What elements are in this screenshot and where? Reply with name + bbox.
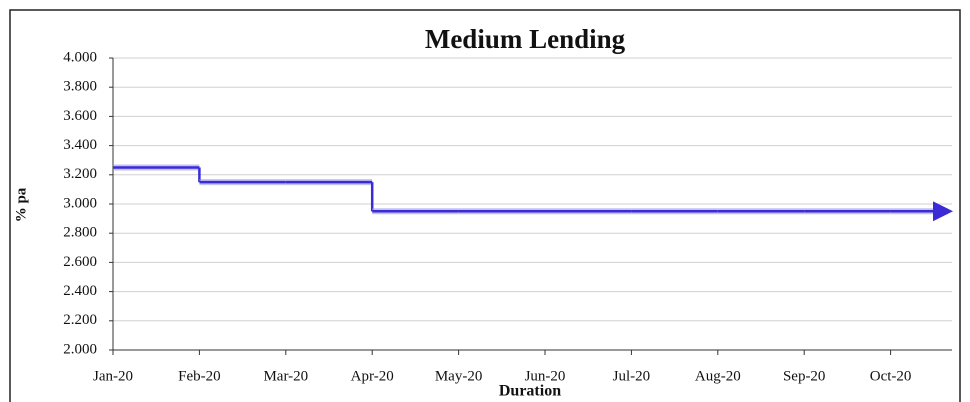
- y-tick-label: 3.600: [63, 108, 97, 124]
- chart-title: Medium Lending: [425, 24, 626, 54]
- x-tick-label: Jul-20: [613, 368, 651, 384]
- x-tick-label: Oct-20: [870, 368, 912, 384]
- y-tick-label: 2.000: [63, 341, 97, 357]
- y-axis-label: % pa: [13, 187, 29, 222]
- y-tick-label: 2.800: [63, 225, 97, 241]
- x-tick-label: May-20: [435, 368, 483, 384]
- x-tick-label: Mar-20: [263, 368, 308, 384]
- x-axis-label: Duration: [499, 383, 561, 400]
- y-tick-label: 3.800: [63, 79, 97, 95]
- x-tick-label: Sep-20: [783, 368, 826, 384]
- x-tick-label: Jan-20: [93, 368, 133, 384]
- x-tick-label: Aug-20: [695, 368, 741, 384]
- x-tick-label: Feb-20: [178, 368, 221, 384]
- y-tick-label: 2.400: [63, 283, 97, 299]
- y-tick-label: 3.400: [63, 137, 97, 153]
- y-tick-label: 3.200: [63, 166, 97, 182]
- x-tick-label: Jun-20: [525, 368, 566, 384]
- y-tick-label: 4.000: [63, 49, 97, 65]
- y-tick-label: 2.600: [63, 254, 97, 270]
- y-tick-label: 2.200: [63, 312, 97, 328]
- frame: [9, 9, 961, 402]
- x-tick-label: Apr-20: [351, 368, 394, 384]
- y-tick-label: 3.000: [63, 195, 97, 211]
